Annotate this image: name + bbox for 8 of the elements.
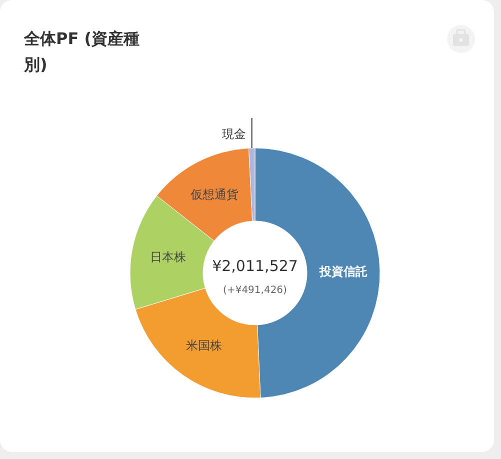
text: ¥2,011,527 — [212, 257, 298, 275]
slice-label: 日本株 — [150, 250, 186, 264]
slice-label: 現金 — [222, 127, 246, 141]
chart-title: 全体PF (資産種別) — [23, 29, 140, 74]
slice-label: 投資信託 — [318, 264, 368, 278]
slice-label: 仮想通貨 — [189, 188, 238, 202]
text: (+¥491,426) — [223, 285, 288, 296]
slice-label: 米国株 — [186, 338, 222, 352]
